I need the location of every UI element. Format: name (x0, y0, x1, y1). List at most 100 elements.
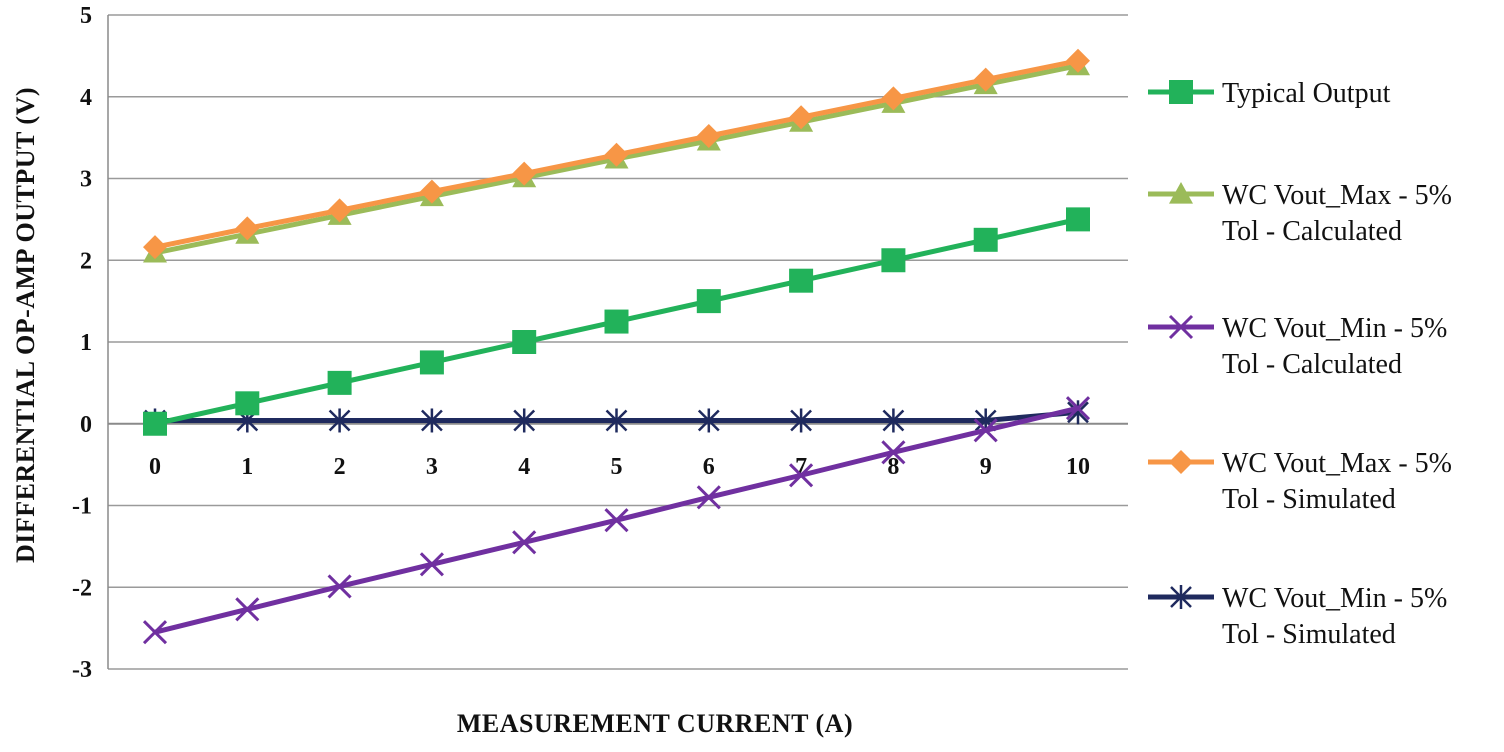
x-tick-label: 9 (980, 454, 992, 480)
x-tick-label: 6 (703, 454, 715, 480)
legend-label: Typical Output (1222, 78, 1391, 109)
legend-label: WC Vout_Min - 5% (1222, 313, 1447, 344)
data-point (235, 391, 260, 416)
y-tick-label: 3 (80, 167, 92, 193)
legend-label: Tol - Calculated (1222, 216, 1402, 247)
legend-label: Tol - Simulated (1222, 619, 1396, 650)
legend-label: WC Vout_Max - 5% (1222, 180, 1452, 211)
data-point (1170, 585, 1192, 609)
data-point (1066, 48, 1090, 73)
data-point (421, 408, 443, 433)
data-point-stroke (1065, 396, 1091, 421)
data-point (143, 411, 167, 436)
legend-label: Tol - Calculated (1222, 349, 1402, 380)
legend-entry: WC Vout_Min - 5% Tol - Calculated (1148, 313, 1447, 380)
y-tick-label: 0 (80, 412, 92, 438)
x-tick-label: 1 (241, 454, 253, 480)
gridlines (108, 14, 1128, 670)
data-point (882, 408, 905, 433)
series-3 (143, 48, 1090, 260)
data-point-stroke (419, 552, 444, 577)
data-point (1169, 450, 1193, 474)
data-point (696, 485, 721, 510)
data-point-stroke (512, 530, 537, 555)
data-point (419, 552, 444, 577)
data-point (1169, 182, 1193, 204)
data-point (881, 440, 906, 465)
data-point-stroke (973, 418, 998, 443)
data-point-stroke (696, 485, 721, 510)
legend-entry: WC Vout_Max - 5% Tol - Simulated (1148, 448, 1452, 515)
data-point-stroke (142, 620, 168, 645)
x-tick-label: 3 (426, 454, 438, 480)
legend: Typical Output WC Vout_Max - 5% Tol - Calc… (1148, 78, 1452, 650)
data-point-stroke (789, 463, 814, 488)
x-tick-label: 2 (334, 454, 346, 480)
data-point-stroke (1168, 314, 1194, 340)
data-point (789, 463, 814, 488)
series-lines (142, 48, 1091, 645)
y-tick-label: 2 (80, 248, 92, 274)
data-point (235, 216, 260, 241)
data-point (1065, 396, 1091, 421)
data-point (790, 408, 812, 433)
data-point (327, 370, 352, 395)
data-point-stroke (604, 508, 629, 533)
data-point (143, 235, 167, 260)
data-point (512, 530, 537, 555)
data-point (881, 86, 906, 111)
y-tick-label: 5 (80, 3, 92, 29)
data-point-stroke (327, 574, 352, 599)
series-0 (143, 207, 1090, 436)
data-point (789, 268, 814, 293)
x-tick-label: 8 (887, 454, 899, 480)
data-point (327, 198, 352, 223)
x-tick-label: 0 (149, 454, 161, 480)
y-axis-title: DIFFERENTIAL OP-AMP OUTPUT (V) (11, 87, 40, 563)
data-point (604, 309, 629, 334)
data-point (1168, 314, 1194, 340)
data-point (235, 597, 260, 622)
x-tick-label: 10 (1066, 454, 1090, 480)
legend-label: WC Vout_Min - 5% (1222, 583, 1447, 614)
y-tick-label: -2 (72, 575, 92, 601)
y-tick-label: -1 (72, 494, 92, 520)
data-point (512, 161, 537, 186)
data-point (605, 408, 628, 433)
data-point-stroke (235, 597, 260, 622)
series-4 (144, 400, 1089, 433)
series-2 (142, 396, 1091, 645)
data-point (973, 227, 998, 252)
data-point (419, 179, 444, 204)
data-point (604, 508, 629, 533)
x-axis-title: MEASUREMENT CURRENT (A) (457, 709, 853, 738)
x-tick-label: 5 (611, 454, 623, 480)
data-point (1066, 207, 1090, 232)
data-point (142, 620, 168, 645)
data-point (696, 123, 721, 148)
data-point (327, 574, 352, 599)
data-point (696, 289, 721, 314)
legend-label: Tol - Simulated (1222, 484, 1396, 515)
legend-label: WC Vout_Max - 5% (1222, 448, 1452, 479)
data-point (1067, 400, 1089, 425)
data-point (697, 408, 720, 433)
legend-entry: WC Vout_Max - 5% Tol - Calculated (1148, 180, 1452, 247)
legend-entry: WC Vout_Min - 5% Tol - Simulated (1148, 583, 1447, 650)
data-point (513, 408, 536, 433)
data-point (973, 418, 998, 443)
data-point (789, 105, 814, 130)
data-point (512, 330, 537, 354)
data-point (604, 142, 629, 167)
y-tick-label: 4 (80, 85, 92, 111)
data-point (419, 350, 444, 375)
data-point-stroke (881, 440, 906, 465)
x-tick-label: 4 (518, 454, 530, 480)
data-point (973, 67, 998, 92)
data-point (1169, 80, 1193, 104)
data-point (328, 408, 351, 433)
data-point (881, 248, 906, 273)
